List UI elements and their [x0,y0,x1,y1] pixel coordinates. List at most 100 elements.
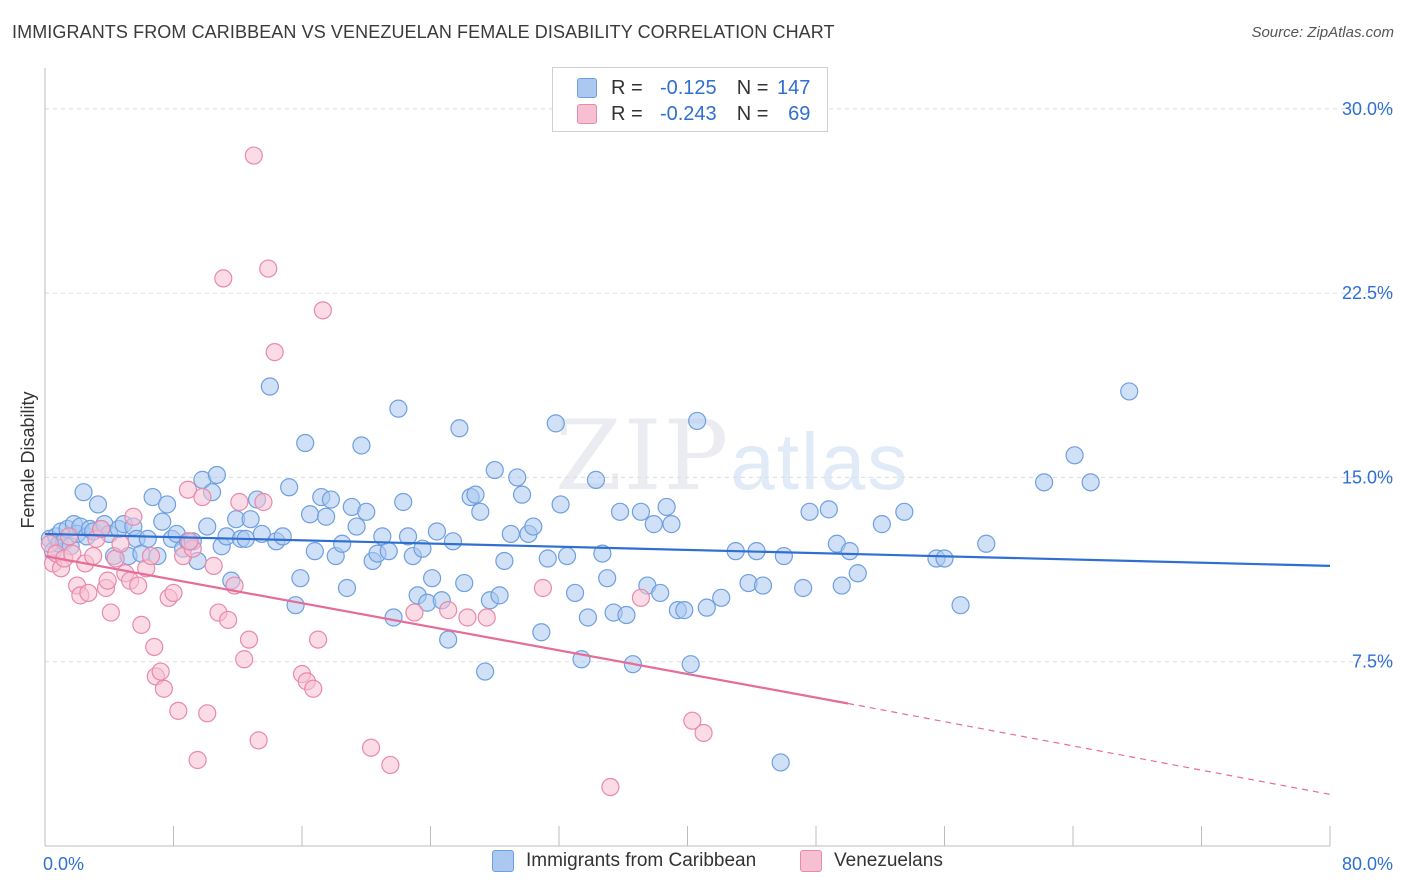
legend-swatch-venezuelans [577,104,597,124]
data-point [219,610,238,630]
legend-r-label: R = [611,76,643,99]
data-point [188,750,207,770]
data-point [305,542,324,561]
legend-row-caribbean: R = -0.125 N = 147 [577,76,810,100]
data-point [551,495,570,514]
data-point [381,755,400,775]
data-point [501,524,520,544]
data-point [477,608,496,627]
label-layer: 7.5% 15.0% 22.5% 30.0% 0.0% 80.0% Female Disab… [18,99,1393,874]
legend-r-label: R = [611,102,643,125]
data-point [586,470,606,489]
data-point [617,605,636,625]
data-point [164,583,183,603]
data-point [337,578,357,598]
data-point [180,532,199,551]
x-tick-label: 0.0% [43,854,84,874]
data-point [644,515,663,534]
data-point [598,569,617,588]
data-point [291,569,310,588]
data-point [601,777,620,797]
trend-layer [44,532,1331,795]
data-point [300,505,320,524]
data-point [145,637,164,657]
legend-swatch-caribbean [577,78,597,98]
data-point [254,492,273,512]
data-point [79,583,98,603]
data-point [439,630,458,649]
points-layer [40,146,1139,797]
data-point [333,534,352,553]
data-point [259,259,278,278]
series-legend-caribbean: Immigrants from Caribbean [492,850,756,872]
data-point [178,480,198,499]
data-point [304,679,323,698]
data-point [423,569,442,588]
data-point [98,571,117,590]
data-point [244,146,263,165]
data-point [384,608,403,627]
x-tick-label: 80.0% [1342,854,1393,874]
data-point [688,411,707,431]
data-point [405,603,424,622]
data-point [361,738,381,757]
data-point [389,399,408,418]
y-axis-label: Female Disability [18,391,38,528]
data-point [712,588,731,607]
data-point [198,704,217,723]
trend-line-extension [848,702,1331,795]
data-point [832,576,851,595]
data-point [321,490,341,509]
data-point [347,517,366,536]
data-point [508,468,527,487]
data-point [59,527,79,546]
data-point [450,419,469,438]
legend-n-value: 147 [777,76,811,99]
data-point [92,519,111,539]
data-point [308,630,328,649]
data-point [427,522,447,541]
data-point [151,662,170,681]
data-point [565,583,585,603]
y-tick-label: 7.5% [1352,652,1393,672]
data-point [101,603,120,622]
data-point [774,546,793,566]
data-point [1081,473,1100,492]
data-point [533,578,553,598]
trend-line [44,554,849,705]
data-point [138,529,157,548]
data-point [204,556,223,575]
data-point [532,623,551,642]
data-point [443,532,463,551]
data-point [771,753,790,772]
axis-layer [44,68,1331,847]
legend-n-value: 69 [788,102,811,125]
data-point [471,502,490,521]
data-point [495,551,514,571]
data-point [111,534,130,553]
data-point [398,527,418,546]
data-point [214,269,233,288]
data-point [800,502,819,521]
data-point [1065,446,1084,465]
data-point [455,573,474,593]
data-point [512,485,532,504]
data-point [296,433,315,453]
data-point [651,583,670,603]
data-point [124,507,143,526]
data-point [193,487,212,507]
data-point [286,596,305,615]
data-point [524,517,543,536]
data-point [207,465,226,485]
data-point [657,497,676,517]
data-point [153,512,172,531]
data-point [260,377,279,396]
data-point [439,601,458,620]
data-point [872,515,891,534]
data-point [935,549,954,568]
data-point [578,608,598,627]
data-point [610,502,630,521]
data-point [662,515,681,534]
data-point [683,711,702,730]
data-point [593,544,612,563]
